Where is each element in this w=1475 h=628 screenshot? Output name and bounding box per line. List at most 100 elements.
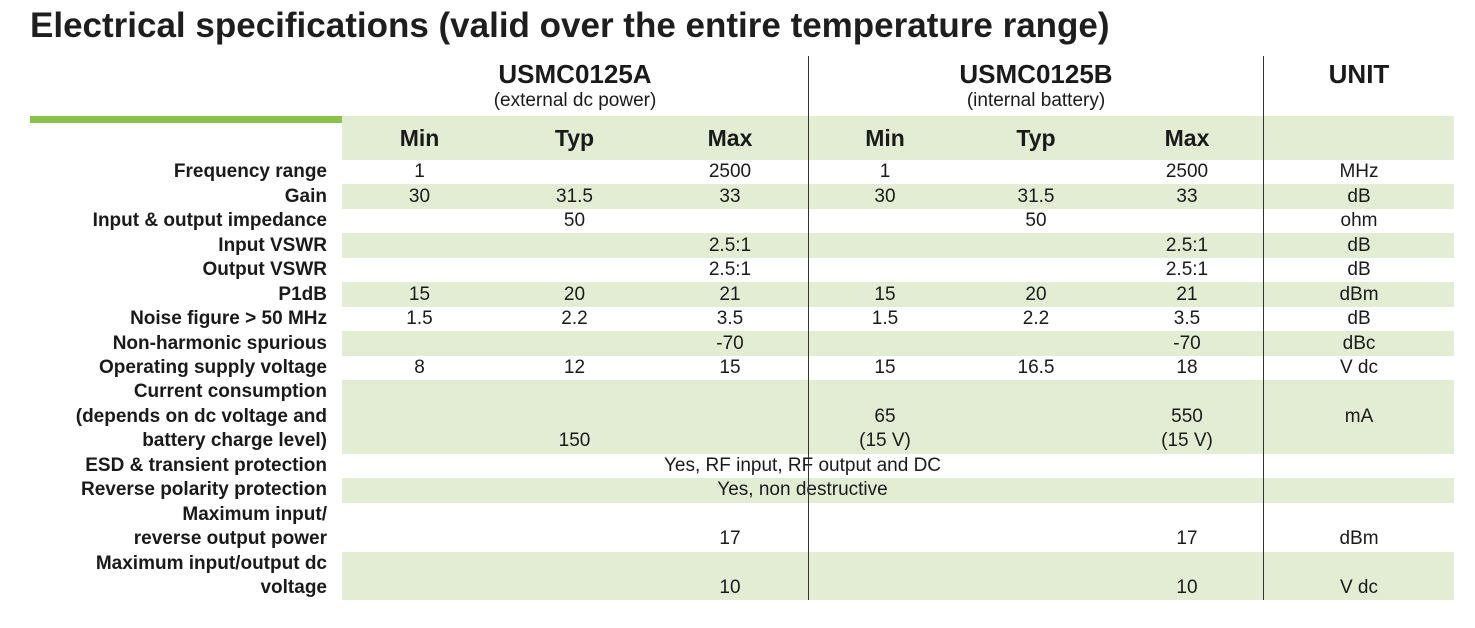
max-voltage-a-max: 10 [719,577,741,598]
table-cell-a-max: 21 [719,283,741,305]
table-cell-unit: MHz [1339,161,1379,182]
row-label: Noise figure > 50 MHz [130,308,327,329]
table-cell-a-typ: 20 [563,283,586,305]
row-band [342,331,1454,356]
row-label-max-voltage-line1: Maximum input/output dc [95,553,327,574]
column-divider-unit [1263,56,1264,600]
row-label: Operating supply voltage [98,357,327,378]
current-a-typ: 150 [558,430,591,451]
table-cell-unit: dB [1347,308,1371,329]
max-power-unit: dBm [1339,528,1379,549]
table-cell-b-max: 21 [1176,283,1198,305]
table-cell-b-max: -70 [1173,332,1201,354]
product-b-subtitle: (internal battery) [966,90,1106,111]
max-voltage-b-max: 10 [1176,577,1198,598]
max-power-b-max: 17 [1176,528,1198,549]
row-label: Non-harmonic spurious [112,332,327,354]
column-divider-products [808,56,809,600]
reverse-polarity-value: Yes, non destructive [717,479,888,500]
row-band [342,282,1454,307]
table-cell-b-max: 18 [1176,357,1198,378]
product-a-subtitle: (external dc power) [493,90,657,111]
table-cell-b-min: 1 [879,161,891,182]
table-cell-b-typ: 31.5 [1017,185,1055,207]
product-b-header: USMC0125B (internal battery) [809,58,1263,112]
esd-value: Yes, RF input, RF output and DC [663,455,942,476]
row-label-max-power-line1: Maximum input/ [182,504,327,525]
col-header-a-max: Max [707,125,753,151]
col-header-a-min: Min [399,125,440,151]
max-voltage-unit: V dc [1339,577,1379,598]
table-cell-b-min: 1.5 [871,308,899,329]
current-b-max: 550 [1171,405,1203,427]
row-label-current-line1: Current consumption [133,381,327,402]
row-label-current-line3: battery charge level) [142,430,327,451]
table-cell-a-min: 1.5 [406,308,433,329]
row-band [342,552,1454,600]
product-b-name: USMC0125B [959,59,1113,89]
table-cell-a-min: 1 [414,161,425,182]
row-label: Frequency range [173,161,327,182]
row-band [342,380,1454,454]
table-cell-b-max: 2.5:1 [1165,234,1209,256]
current-b-min-note: (15 V) [859,430,911,451]
table-cell-b-max: 33 [1176,185,1198,207]
current-b-min: 65 [874,405,896,427]
product-a-name: USMC0125A [498,59,652,89]
page-title: Electrical specifications (valid over th… [30,6,1110,45]
table-cell-a-min: 30 [408,185,431,207]
table-cell-a-max: 15 [719,357,741,378]
table-cell-a-max: -70 [716,332,744,354]
table-cell-a-max: 2.5:1 [708,234,752,256]
table-cell-a-typ: 2.2 [561,308,588,329]
row-label: Input VSWR [218,234,327,256]
table-cell-b-max: 3.5 [1173,308,1201,329]
current-b-max-note: (15 V) [1161,430,1213,451]
row-label: Input & output impedance [92,210,327,231]
row-label-max-power-line2: reverse output power [133,528,327,549]
table-cell-unit: dB [1347,259,1371,280]
table-cell-b-typ: 16.5 [1017,357,1055,378]
row-label-max-voltage-line2: voltage [260,577,327,598]
row-label-esd: ESD & transient protection [85,455,327,476]
row-label: Output VSWR [202,259,327,280]
col-header-b-min: Min [865,125,905,151]
row-band [342,478,1454,503]
table-cell-a-max: 3.5 [716,308,744,329]
table-cell-unit: ohm [1340,210,1378,231]
table-cell-unit: dBc [1342,332,1376,354]
table-cell-b-max: 2500 [1165,161,1209,182]
table-cell-a-min: 8 [414,357,425,378]
accent-bar [30,116,342,123]
row-label-reverse-polarity: Reverse polarity protection [80,479,327,500]
table-cell-a-max: 2.5:1 [708,259,752,280]
max-power-a-max: 17 [719,528,741,549]
table-cell-b-max: 2.5:1 [1165,259,1209,280]
table-cell-b-typ: 50 [1025,210,1047,231]
col-header-b-typ: Typ [1016,125,1056,151]
table-cell-unit: dBm [1339,283,1379,305]
table-cell-b-typ: 20 [1025,283,1047,305]
col-header-b-max: Max [1164,125,1210,151]
table-cell-b-typ: 2.2 [1022,308,1050,329]
table-cell-unit: dB [1347,185,1371,207]
table-cell-b-min: 15 [874,357,896,378]
row-label-current-line2: (depends on dc voltage and [75,405,327,427]
col-header-a-typ: Typ [554,125,595,151]
row-band [342,116,1454,160]
row-band [342,233,1454,258]
table-cell-a-typ: 31.5 [556,185,593,207]
table-cell-b-min: 30 [874,185,896,207]
table-cell-a-typ: 50 [563,210,586,231]
table-cell-a-min: 15 [408,283,431,305]
table-cell-a-max: 2500 [708,161,752,182]
table-cell-a-typ: 12 [563,357,586,378]
product-a-header: USMC0125A (external dc power) [342,58,808,112]
current-unit: mA [1344,405,1374,427]
row-label: Gain [284,185,327,207]
row-label: P1dB [278,283,327,305]
table-cell-unit: dB [1347,234,1371,256]
table-cell-b-min: 15 [874,283,896,305]
table-cell-a-max: 33 [719,185,741,207]
row-band [342,184,1454,209]
